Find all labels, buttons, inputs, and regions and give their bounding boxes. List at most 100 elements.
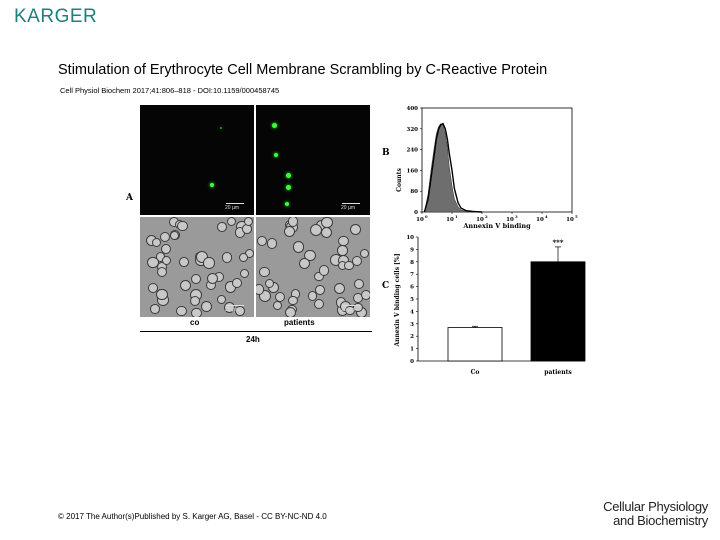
x-tick-exponent: 2 [485, 214, 488, 219]
erythrocyte [201, 300, 213, 312]
histogram-chart: Counts Annexin V binding 080160240320400… [396, 106, 578, 230]
erythrocyte [321, 217, 333, 229]
erythrocyte [274, 291, 285, 302]
erythrocyte [256, 284, 265, 295]
citation: Cell Physiol Biochem 2017;41:806–818 - D… [60, 86, 280, 95]
bar-chart: Annexin V binding cells [%] 0 1 2 3 4 5 6 7 8 9 10… [394, 235, 586, 376]
erythrocyte [334, 283, 346, 295]
bar-patients [530, 261, 586, 362]
erythrocyte [239, 269, 250, 279]
fluorescent-cell [220, 127, 222, 129]
scale-bar [226, 203, 244, 204]
erythrocyte [287, 217, 299, 227]
scale-label: 20 µm [341, 205, 355, 211]
fluorescent-cell [274, 153, 278, 157]
histogram-ylabel: Counts [396, 168, 403, 192]
erythrocyte [160, 231, 171, 243]
erythrocyte [157, 267, 168, 278]
group-label-co: co [190, 318, 200, 327]
erythrocyte [203, 257, 215, 269]
y-tick-label: 320 [407, 127, 419, 133]
time-label: 24h [246, 335, 260, 344]
erythrocyte [313, 298, 325, 310]
y-tick-label: 10 [406, 235, 414, 241]
fluorescent-cell [272, 123, 277, 128]
erythrocyte [216, 222, 227, 233]
y-tick-label: 240 [407, 148, 419, 154]
x-tick-exponent: 3 [515, 214, 518, 219]
y-tick-label: 1 [410, 347, 414, 353]
x-tick-label: 10 [416, 217, 424, 223]
karger-logo: KARGER [14, 6, 98, 27]
erythrocyte [349, 223, 362, 236]
erythrocyte [180, 280, 192, 292]
panel-b-letter: B [382, 148, 390, 158]
x-tick-exponent: 4 [545, 214, 548, 219]
bar-chart-ylabel: Annexin V binding cells [%] [394, 253, 401, 347]
journal-name-line2: and Biochemistry [613, 513, 708, 528]
bar-co [447, 327, 503, 362]
y-tick-label: 7 [410, 272, 414, 278]
erythrocyte [191, 273, 202, 284]
erythrocyte [259, 267, 270, 278]
erythrocyte [321, 226, 333, 238]
erythrocyte [243, 217, 253, 227]
erythrocyte [151, 238, 161, 248]
y-tick-label: 4 [410, 309, 414, 315]
category-label: Co [471, 369, 480, 376]
fluorescent-cell [285, 202, 289, 206]
erythrocyte [147, 256, 159, 268]
y-tick-label: 3 [410, 322, 414, 328]
erythrocyte [266, 238, 278, 249]
erythrocyte [337, 244, 348, 256]
scale-bar [342, 305, 360, 306]
x-tick-label: 10 [536, 217, 544, 223]
erythrocyte [288, 295, 298, 306]
erythrocyte [258, 289, 271, 302]
significance-marker: *** [553, 238, 564, 247]
erythrocyte [189, 296, 200, 307]
histogram-series-line [423, 122, 483, 213]
fluorescence-image-co: 20 µm [140, 105, 254, 215]
x-tick-label: 10 [476, 217, 484, 223]
erythrocyte [272, 300, 283, 311]
erythrocyte [206, 272, 218, 284]
histogram-frame [421, 107, 573, 213]
erythrocyte [156, 288, 168, 301]
y-tick-label: 160 [407, 168, 419, 174]
erythrocyte [222, 252, 233, 263]
histogram-xlabel: Annexin V binding [462, 222, 531, 230]
erythrocyte [360, 290, 370, 301]
erythrocyte [232, 278, 242, 288]
x-tick-exponent: 0 [425, 214, 428, 219]
y-tick-label: 6 [410, 285, 414, 291]
y-tick-label: 400 [407, 106, 419, 112]
erythrocyte [299, 258, 311, 270]
y-tick-label: 8 [410, 260, 414, 266]
footer-copyright: © 2017 The Author(s)Published by S. Karg… [58, 512, 327, 521]
erythrocyte [264, 278, 275, 289]
x-tick-label: 10 [446, 217, 454, 223]
erythrocyte [170, 231, 180, 241]
y-tick-label: 9 [410, 247, 414, 253]
scale-label: 20 µm [341, 307, 355, 313]
erythrocyte [176, 306, 187, 317]
erythrocyte [318, 265, 330, 276]
fluorescent-cell [286, 185, 291, 190]
journal-name-line1: Cellular Physiology [603, 499, 708, 514]
erythrocyte [177, 220, 188, 232]
x-tick-exponent: 1 [455, 214, 458, 219]
erythrocyte [292, 241, 305, 253]
fluorescent-cell [210, 183, 214, 187]
erythrocyte [307, 291, 318, 302]
slide-title: Stimulation of Erythrocyte Cell Membrane… [58, 62, 548, 78]
x-tick-label: 10 [506, 217, 514, 223]
erythrocyte [354, 279, 365, 290]
erythrocyte [238, 253, 248, 263]
erythrocyte [226, 217, 236, 227]
fluorescent-cell [286, 173, 291, 178]
scale-label: 20 µm [225, 205, 239, 211]
erythrocyte [160, 243, 172, 255]
group-label-patients: patients [284, 318, 315, 327]
x-tick-exponent: 5 [575, 214, 578, 219]
